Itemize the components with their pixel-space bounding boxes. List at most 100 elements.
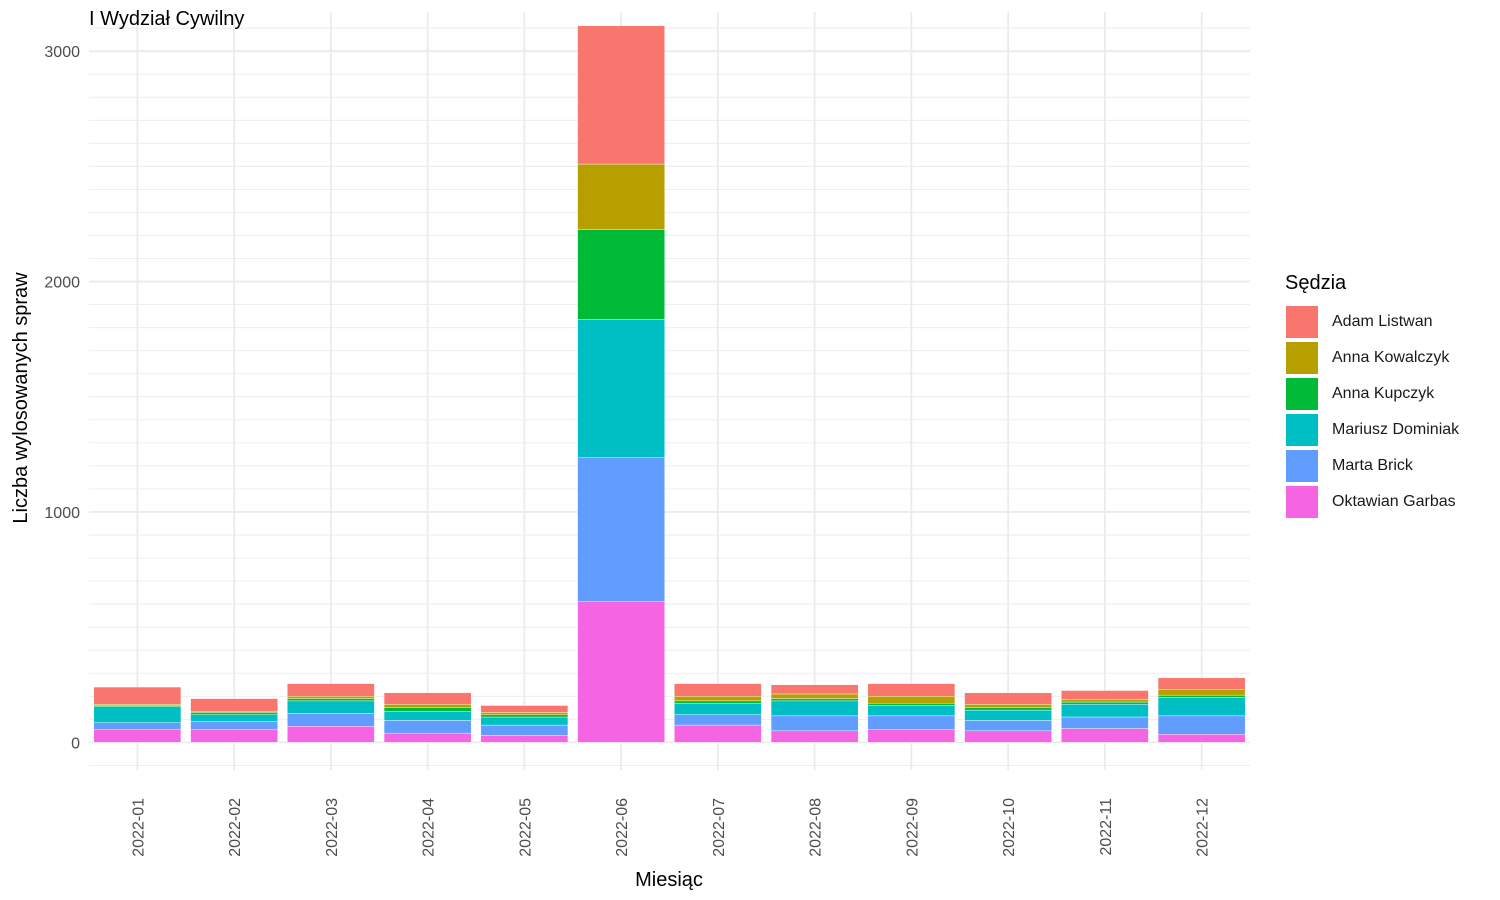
bar-segment bbox=[480, 724, 569, 736]
legend-item: Oktawian Garbas bbox=[1285, 484, 1459, 520]
bar-segment bbox=[964, 720, 1052, 732]
legend-item: Anna Kowalczyk bbox=[1285, 340, 1459, 376]
bar-segment bbox=[577, 25, 665, 165]
bar-segment bbox=[577, 319, 665, 459]
legend-swatch bbox=[1285, 449, 1319, 483]
grid-lines bbox=[89, 12, 1250, 770]
x-axis-title: Miesiąc bbox=[635, 869, 703, 891]
bar-segment bbox=[770, 684, 859, 695]
bar-segment bbox=[577, 457, 665, 603]
x-tick-label: 2022-12 bbox=[1195, 798, 1212, 857]
bar-segment bbox=[674, 700, 762, 704]
bar-segment bbox=[1061, 699, 1149, 703]
legend-title: Sędzia bbox=[1285, 272, 1347, 294]
bar-segment bbox=[674, 702, 762, 715]
bar-segment bbox=[1157, 715, 1246, 735]
y-tick-label: 1000 bbox=[44, 505, 80, 522]
legend-swatch bbox=[1285, 377, 1319, 411]
bar-segment bbox=[287, 726, 375, 743]
bar-segment bbox=[480, 735, 569, 743]
bar-segment bbox=[383, 692, 472, 705]
bar-segment bbox=[674, 696, 762, 702]
bar-segment bbox=[93, 729, 182, 743]
bar-segment bbox=[867, 715, 956, 730]
bar-segment bbox=[1061, 728, 1149, 743]
x-tick-label: 2022-05 bbox=[517, 798, 534, 857]
legend-swatch bbox=[1285, 413, 1319, 447]
bar-segment bbox=[1157, 697, 1246, 717]
legend-label: Adam Listwan bbox=[1332, 313, 1433, 330]
legend-swatch bbox=[1285, 305, 1319, 339]
y-tick-label: 3000 bbox=[44, 44, 80, 61]
legend-item: Adam Listwan bbox=[1285, 304, 1459, 340]
bar-segment bbox=[867, 696, 956, 704]
x-tick-label: 2022-07 bbox=[711, 798, 728, 857]
bar-segment bbox=[287, 713, 375, 727]
bar-segment bbox=[1157, 734, 1246, 743]
x-tick-label: 2022-11 bbox=[1098, 798, 1115, 856]
bar-segment bbox=[964, 730, 1052, 743]
legend-item: Anna Kupczyk bbox=[1285, 376, 1459, 412]
x-tick-label: 2022-01 bbox=[130, 798, 147, 857]
bar-segment bbox=[1157, 677, 1246, 690]
bar-segment bbox=[1061, 704, 1149, 718]
bar-segment bbox=[867, 729, 956, 743]
bar-segment bbox=[1061, 690, 1149, 700]
bar-segment bbox=[383, 711, 472, 721]
y-tick-label: 2000 bbox=[44, 275, 80, 292]
x-tick-label: 2022-06 bbox=[614, 798, 631, 857]
bar-segment bbox=[190, 698, 278, 712]
legend-label: Oktawian Garbas bbox=[1332, 493, 1456, 510]
bar-segment bbox=[190, 729, 278, 743]
x-tick-label: 2022-09 bbox=[904, 798, 921, 857]
y-tick-label: 0 bbox=[71, 735, 80, 752]
bar-segment bbox=[190, 721, 278, 730]
bar-segment bbox=[867, 705, 956, 717]
bar-segment bbox=[1061, 701, 1149, 705]
bar-segment bbox=[1157, 694, 1246, 698]
bar-segment bbox=[964, 709, 1052, 721]
bar-segment bbox=[577, 229, 665, 320]
legend-label: Mariusz Dominiak bbox=[1332, 421, 1460, 438]
legend-swatch bbox=[1285, 485, 1319, 519]
chart-title: I Wydział Cywilny bbox=[89, 8, 245, 30]
bar-segment bbox=[770, 700, 859, 717]
bar-segment bbox=[770, 715, 859, 732]
bar-segment bbox=[93, 686, 182, 705]
bar-segment bbox=[383, 707, 472, 712]
legend-label: Marta Brick bbox=[1332, 457, 1413, 474]
bar-segment bbox=[93, 706, 182, 723]
bar-segment bbox=[964, 692, 1052, 705]
bar-segment bbox=[383, 732, 472, 743]
bar-segment bbox=[1157, 689, 1246, 696]
bar-segment bbox=[480, 714, 569, 718]
bar-segment bbox=[674, 724, 762, 743]
bar-segment bbox=[867, 702, 956, 706]
bar-segment bbox=[287, 696, 375, 699]
bar-segment bbox=[480, 705, 569, 713]
bar-segment bbox=[383, 720, 472, 734]
bar-segment bbox=[93, 722, 182, 730]
bar-segment bbox=[1061, 716, 1149, 729]
legend-label: Anna Kowalczyk bbox=[1332, 349, 1450, 366]
y-axis-title: Liczba wylosowanych spraw bbox=[10, 272, 32, 524]
legend: Sędzia Adam Listwan Anna Kowalczyk Anna Ku… bbox=[1285, 272, 1459, 520]
bar-segment bbox=[770, 730, 859, 743]
bar-segment bbox=[480, 712, 569, 715]
legend-items: Adam Listwan Anna Kowalczyk Anna Kupczyk Ma… bbox=[1285, 304, 1459, 520]
bar-segment bbox=[964, 704, 1052, 708]
x-tick-label: 2022-08 bbox=[808, 798, 825, 857]
legend-swatch bbox=[1285, 341, 1319, 375]
bar-segment bbox=[770, 698, 859, 702]
bar-segment bbox=[674, 714, 762, 726]
bar-segment bbox=[577, 163, 665, 230]
x-tick-label: 2022-10 bbox=[1001, 798, 1018, 857]
legend-label: Anna Kupczyk bbox=[1332, 385, 1435, 402]
bar-segment bbox=[867, 683, 956, 697]
bar-segment bbox=[190, 714, 278, 722]
bar-segment bbox=[287, 698, 375, 702]
bar-segment bbox=[287, 700, 375, 714]
bar-segment bbox=[674, 683, 762, 697]
bars bbox=[93, 25, 1246, 743]
